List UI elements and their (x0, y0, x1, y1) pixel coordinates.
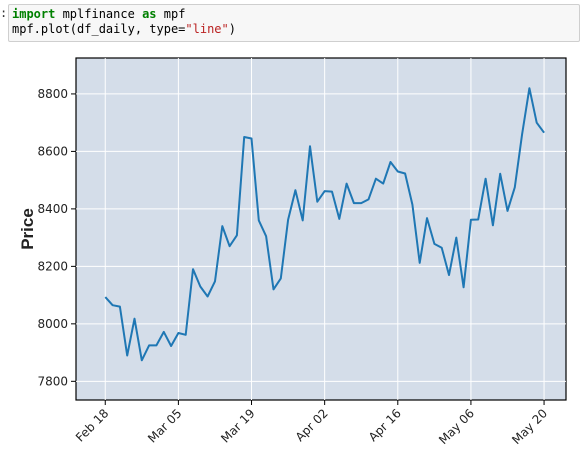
price-series-line (104, 87, 545, 362)
y-tick-label: 8800 (37, 87, 68, 101)
x-tick-label: Apr 02 (293, 406, 331, 444)
y-tick-label: 8600 (37, 144, 68, 158)
line1-token-2: as (142, 7, 157, 21)
code-cell[interactable]: import mplfinance as mpf mpf.plot(df_dail… (8, 4, 580, 42)
x-tick-label: May 06 (436, 406, 477, 447)
line2-token-2: ) (228, 22, 236, 36)
x-tick-label: Mar 19 (218, 406, 257, 445)
y-tick-label: 8400 (37, 202, 68, 216)
x-tick-label: Mar 05 (145, 406, 184, 445)
price-points (105, 88, 545, 361)
x-tick-label: May 20 (509, 406, 550, 447)
code-line-1: import mplfinance as mpf (12, 7, 579, 22)
y-tick-label: 8200 (37, 259, 68, 273)
line2-token-0: mpf.plot(df_daily, type= (12, 22, 186, 36)
line1-token-1: mplfinance (55, 7, 143, 21)
code-line-2: mpf.plot(df_daily, type="line") (12, 22, 579, 37)
y-tick-label: 7800 (37, 374, 68, 388)
y-axis-label: Price (18, 208, 37, 250)
grid (76, 58, 566, 400)
line2-token-1: "line" (185, 22, 229, 36)
plot-area (75, 57, 567, 401)
line1-token-3: mpf (156, 7, 186, 21)
x-tick-label: Feb 18 (73, 406, 111, 444)
cell-prompt: : (0, 6, 8, 20)
line1-token-0: import (12, 7, 56, 21)
x-tick-label: Apr 16 (366, 406, 404, 444)
y-tick-label: 8000 (37, 317, 68, 331)
